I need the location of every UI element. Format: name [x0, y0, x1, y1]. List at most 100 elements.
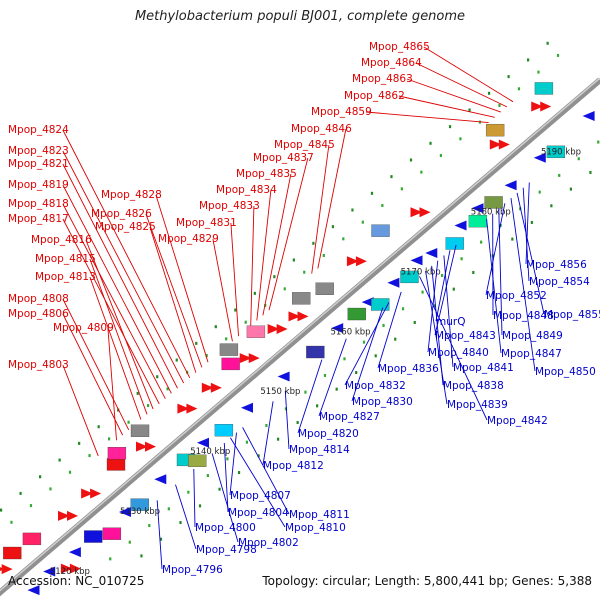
ring-dot: [156, 375, 159, 379]
gene-label: Mpop_4865: [369, 41, 430, 53]
kbp-tick-label: 5190 kbp: [541, 148, 581, 158]
gene-label: Mpop_4836: [378, 363, 439, 375]
ring-dot: [507, 75, 510, 79]
ring-dot: [370, 191, 374, 195]
gene-block: [292, 292, 311, 305]
ring-dot: [439, 153, 443, 157]
gene-arrow-reverse: [43, 566, 56, 577]
gene-arrow-forward: [531, 101, 544, 112]
leader-line: [377, 291, 402, 369]
ring-dot: [382, 323, 385, 327]
ring-dot: [558, 173, 561, 177]
gene-arrow-forward: [540, 101, 552, 112]
gene-arrow-reverse: [471, 203, 484, 214]
ring-dot: [394, 337, 397, 341]
gene-block: [22, 532, 42, 546]
leader-line: [62, 298, 130, 431]
ring-dot: [195, 341, 198, 345]
ring-dot: [0, 508, 3, 512]
ring-dot: [78, 441, 81, 445]
gene-label: Mpop_4823: [8, 145, 69, 157]
gene-label: Mpop_4814: [289, 444, 350, 456]
leader-line: [516, 192, 545, 315]
ring-dot: [273, 275, 276, 279]
gene-label: Mpop_4798: [196, 544, 257, 556]
gene-block: [219, 343, 239, 356]
gene-label: Mpop_4864: [361, 57, 422, 69]
leader-line: [149, 226, 197, 373]
gene-label: Mpop_4837: [253, 152, 314, 164]
ring-dot: [546, 41, 549, 45]
gene-arrow-reverse: [582, 111, 595, 122]
ring-dot: [472, 270, 475, 274]
gene-label: Mpop_4846: [291, 123, 352, 135]
ring-dot: [597, 140, 600, 144]
gene-arrow-reverse: [454, 220, 467, 231]
ring-dot: [342, 237, 345, 241]
gene-label: Mpop_4841: [453, 362, 514, 374]
gene-block: [188, 454, 207, 467]
ring-dot: [58, 458, 61, 462]
gene-block: [221, 357, 240, 371]
gene-arrow-reverse: [410, 255, 423, 266]
ring-dot: [537, 70, 540, 74]
leader-line: [223, 442, 229, 513]
leader-line: [242, 427, 290, 515]
gene-arrow-reverse: [533, 152, 546, 163]
gene-block: [102, 527, 122, 540]
ring-dot: [362, 340, 366, 344]
leader-line: [229, 437, 286, 528]
ring-dot: [409, 158, 413, 162]
ring-dot: [429, 141, 432, 145]
gene-label: Mpop_4838: [443, 380, 504, 392]
ring-dot: [277, 437, 280, 441]
ring-dot: [569, 187, 573, 191]
ring-dot: [296, 421, 299, 425]
gene-label: Mpop_4843: [435, 330, 496, 342]
ring-dot: [448, 125, 452, 129]
leader-line: [365, 111, 489, 123]
gene-label: Mpop_4825: [95, 221, 156, 233]
gene-arrow-forward: [90, 488, 102, 499]
ring-dot: [401, 307, 405, 311]
ring-dot: [390, 175, 393, 179]
leader-line: [434, 244, 457, 336]
gene-block: [400, 270, 419, 284]
gene-block: [246, 325, 266, 338]
leader-line: [297, 359, 323, 434]
leader-line: [415, 62, 508, 108]
gene-label: Mpop_4839: [447, 399, 508, 411]
gene-label: Mpop_4829: [158, 233, 219, 245]
leader-line: [486, 218, 502, 354]
gene-label: Mpop_4842: [487, 415, 548, 427]
gene-block: [214, 424, 234, 437]
leader-line: [193, 469, 196, 528]
gene-label: Mpop_4859: [311, 106, 372, 118]
ring-dot: [140, 554, 143, 558]
ring-dot: [257, 454, 260, 458]
gene-label: Mpop_4834: [216, 184, 277, 196]
ring-dot: [452, 287, 455, 291]
leader-line: [262, 173, 292, 316]
gene-arrow-forward: [276, 323, 288, 334]
gene-arrow-reverse: [68, 547, 81, 558]
kbp-ticks: 5120 kbp 5130 kbp 5140 kbp 5150 kbp 5160 kbp…: [50, 148, 581, 577]
ring-dot: [179, 521, 182, 525]
gene-arrow-forward: [136, 441, 149, 452]
leader-line: [427, 260, 439, 353]
ring-dot: [480, 240, 483, 244]
map-title: Methylobacterium populi BJ001, complete …: [134, 9, 466, 24]
ring-dot: [331, 225, 335, 229]
gene-label: Mpop_4855: [544, 309, 600, 321]
gene-arrow-forward: [267, 323, 280, 334]
gene-arrow-forward: [58, 510, 71, 521]
leader-line: [398, 95, 495, 118]
leader-line: [344, 302, 390, 386]
gene-arrow-forward: [288, 311, 301, 322]
gene-label: Mpop_4850: [535, 366, 596, 378]
gene-label: Mpop_4818: [8, 198, 69, 210]
gene-label: murQ: [436, 316, 465, 328]
gene-arrow-forward: [489, 139, 502, 150]
gene-label: Mpop_4831: [176, 217, 237, 229]
gene-block: [106, 458, 126, 471]
